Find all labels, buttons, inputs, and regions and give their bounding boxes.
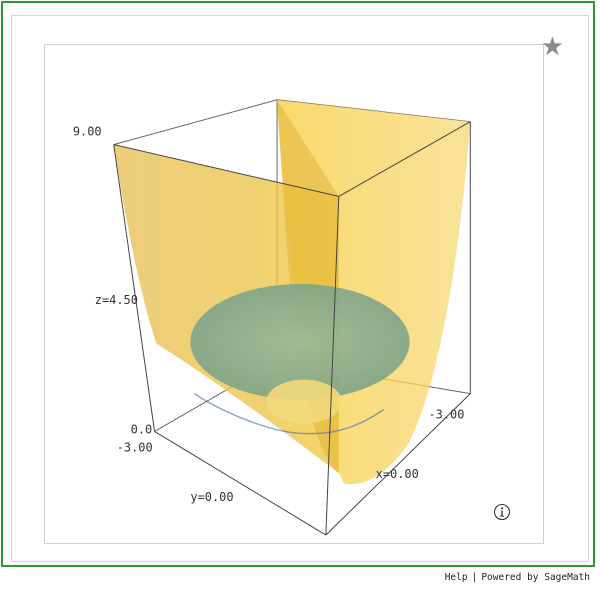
z-min-label: 0.0 [131, 422, 153, 436]
info-circle-icon[interactable] [493, 503, 511, 521]
y-min-label: -3.00 [117, 440, 153, 454]
disk-inner [266, 379, 342, 424]
powered-by-link[interactable]: Powered by SageMath [481, 572, 590, 583]
z-mid-label: z=4.50 [95, 293, 138, 307]
footer-separator: | [471, 572, 478, 583]
star-icon[interactable]: ★ [540, 32, 564, 62]
3d-viewport[interactable]: 9.00 z=4.50 0.0 -3.00 y=0.00 -3.00 x=0.0… [44, 44, 544, 544]
disk-surface [190, 284, 410, 400]
z-max-label: 9.00 [73, 125, 102, 139]
help-link[interactable]: Help [444, 572, 468, 583]
plot-frame: ★ [1, 1, 595, 567]
footer: Help | Powered by SageMath [0, 572, 592, 583]
plot-container: ★ [11, 15, 589, 562]
x-mid-label: x=0.00 [376, 467, 419, 481]
x-min-label: -3.00 [428, 408, 464, 422]
y-mid-label: y=0.00 [190, 490, 233, 504]
